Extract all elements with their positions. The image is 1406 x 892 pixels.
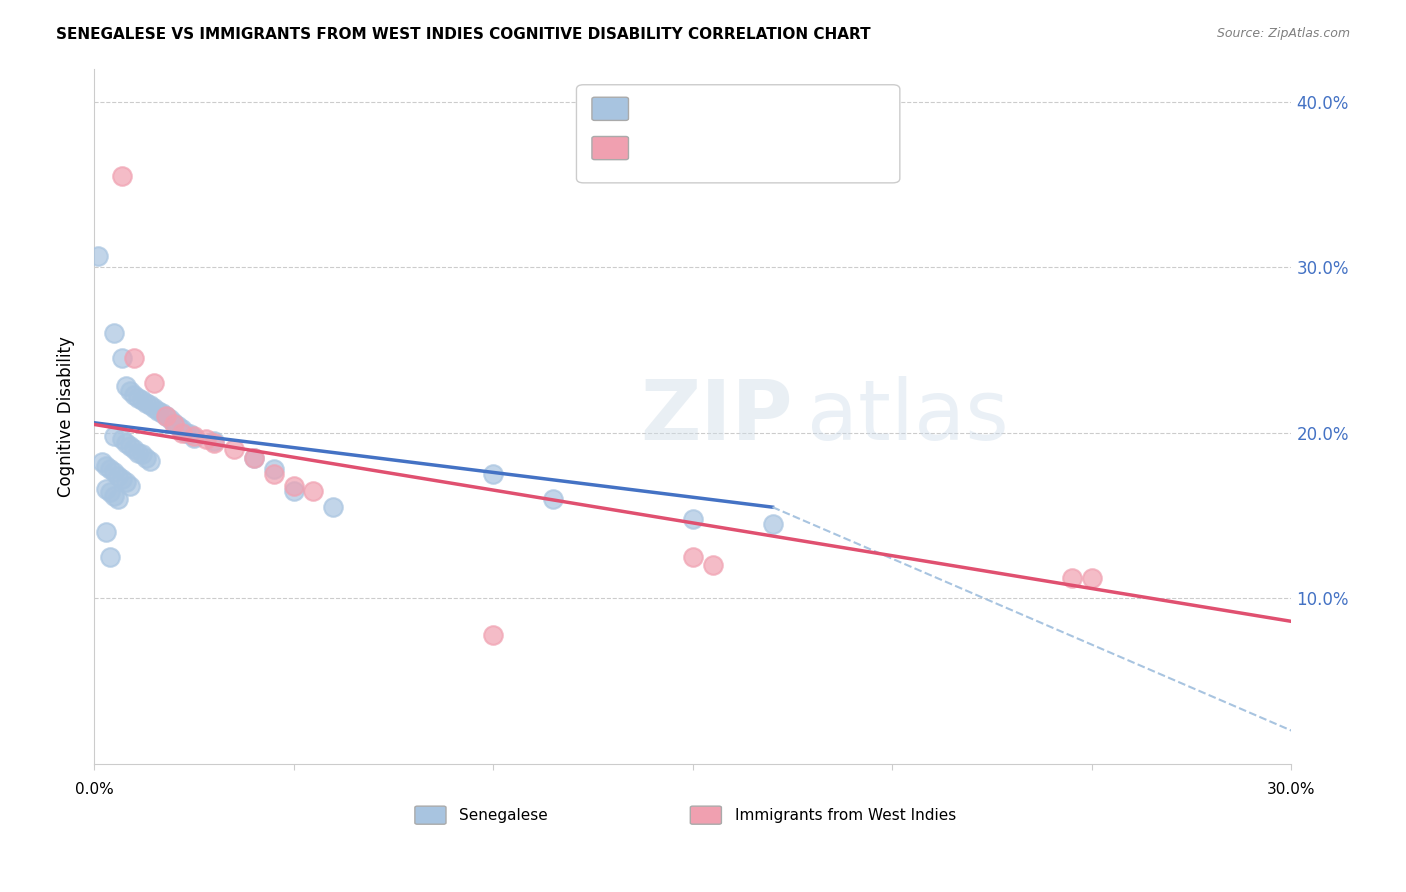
- Point: [1081, 571, 1104, 585]
- Point: [142, 376, 165, 390]
- Point: [131, 392, 153, 407]
- Point: [179, 427, 201, 442]
- Point: [263, 467, 285, 481]
- Point: [115, 475, 138, 490]
- Point: [183, 429, 205, 443]
- Point: [170, 422, 193, 436]
- Text: N =: N =: [721, 141, 765, 155]
- Text: -0.482: -0.482: [665, 141, 720, 155]
- Text: R =: R =: [634, 102, 668, 116]
- Point: [98, 485, 121, 500]
- Point: [682, 512, 704, 526]
- Point: [322, 500, 344, 515]
- Point: [163, 417, 186, 432]
- Point: [682, 549, 704, 564]
- Point: [94, 524, 117, 539]
- Point: [202, 434, 225, 448]
- Point: [194, 432, 217, 446]
- Point: [122, 442, 145, 457]
- Point: [166, 419, 188, 434]
- Point: [283, 478, 305, 492]
- Point: [1060, 571, 1083, 585]
- Point: [107, 491, 129, 506]
- Point: [118, 384, 141, 399]
- Point: [202, 435, 225, 450]
- Point: [115, 379, 138, 393]
- Point: [90, 455, 112, 469]
- FancyBboxPatch shape: [690, 806, 721, 824]
- Point: [170, 425, 193, 440]
- Point: [127, 445, 149, 459]
- Point: [263, 462, 285, 476]
- Point: [131, 447, 153, 461]
- Point: [242, 450, 264, 465]
- Point: [103, 429, 125, 443]
- Point: [139, 398, 162, 412]
- Text: Senegalese: Senegalese: [460, 807, 548, 822]
- Point: [118, 439, 141, 453]
- Point: [155, 409, 177, 424]
- Point: [122, 387, 145, 401]
- Point: [135, 396, 157, 410]
- Point: [103, 326, 125, 341]
- Point: [135, 450, 157, 465]
- Point: [150, 406, 173, 420]
- Point: [155, 409, 177, 424]
- Text: -0.307: -0.307: [665, 102, 720, 116]
- Point: [122, 351, 145, 366]
- Point: [139, 454, 162, 468]
- Point: [94, 458, 117, 473]
- Point: [482, 467, 505, 481]
- Point: [761, 516, 783, 531]
- Point: [118, 478, 141, 492]
- Point: [111, 351, 134, 366]
- Point: [111, 169, 134, 183]
- Point: [702, 558, 724, 573]
- FancyBboxPatch shape: [415, 806, 446, 824]
- Point: [98, 462, 121, 476]
- Text: atlas: atlas: [807, 376, 1010, 457]
- Point: [111, 432, 134, 446]
- Y-axis label: Cognitive Disability: Cognitive Disability: [58, 335, 75, 497]
- Point: [115, 435, 138, 450]
- Point: [482, 627, 505, 641]
- Point: [107, 468, 129, 483]
- Point: [142, 401, 165, 415]
- Text: SENEGALESE VS IMMIGRANTS FROM WEST INDIES COGNITIVE DISABILITY CORRELATION CHART: SENEGALESE VS IMMIGRANTS FROM WEST INDIE…: [56, 27, 870, 42]
- Point: [283, 483, 305, 498]
- Point: [87, 249, 110, 263]
- Point: [127, 391, 149, 405]
- Point: [94, 482, 117, 496]
- Point: [174, 425, 197, 440]
- Point: [111, 472, 134, 486]
- Point: [159, 412, 181, 426]
- Text: R =: R =: [634, 141, 668, 155]
- Point: [242, 450, 264, 465]
- Point: [163, 416, 186, 430]
- Text: Source: ZipAtlas.com: Source: ZipAtlas.com: [1216, 27, 1350, 40]
- Text: 53: 53: [763, 102, 785, 116]
- Point: [146, 404, 169, 418]
- Point: [103, 489, 125, 503]
- Text: N =: N =: [721, 102, 765, 116]
- Point: [98, 549, 121, 564]
- Text: 30.0%: 30.0%: [1267, 782, 1316, 797]
- Point: [541, 491, 564, 506]
- Text: 0.0%: 0.0%: [75, 782, 114, 797]
- Point: [222, 442, 245, 457]
- Point: [302, 483, 325, 498]
- Point: [103, 466, 125, 480]
- Text: 19: 19: [763, 141, 785, 155]
- Point: [183, 431, 205, 445]
- Text: Immigrants from West Indies: Immigrants from West Indies: [734, 807, 956, 822]
- Text: ZIP: ZIP: [640, 376, 793, 457]
